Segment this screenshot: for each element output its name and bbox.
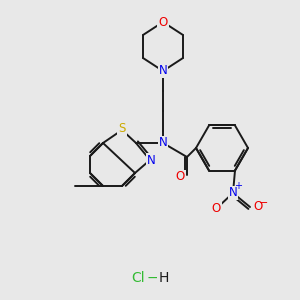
- Text: Cl: Cl: [131, 271, 145, 285]
- Text: −: −: [146, 271, 158, 285]
- Text: O: O: [158, 16, 168, 28]
- Text: O: O: [212, 202, 220, 214]
- Text: −: −: [259, 198, 269, 208]
- Text: S: S: [118, 122, 126, 136]
- Text: O: O: [253, 200, 262, 214]
- Text: N: N: [159, 64, 167, 77]
- Text: N: N: [159, 136, 167, 149]
- Text: +: +: [234, 181, 242, 191]
- Text: H: H: [159, 271, 169, 285]
- Text: N: N: [229, 187, 237, 200]
- Text: N: N: [147, 154, 155, 166]
- Text: O: O: [176, 170, 184, 184]
